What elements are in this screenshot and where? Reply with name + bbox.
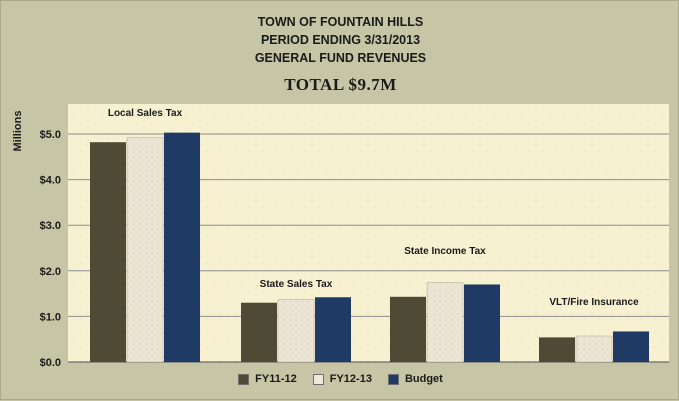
chart-subtitle-total: TOTAL $9.7M — [284, 75, 397, 94]
bar-fy12-13-2 — [426, 282, 464, 363]
y-tick-label-3: $3.0 — [40, 220, 61, 232]
bar-fy11-12-1 — [241, 302, 277, 362]
legend-label-2: Budget — [404, 373, 443, 385]
legend-item-0: FY11-12 — [238, 373, 297, 385]
legend-item-2: Budget — [387, 373, 443, 385]
category-label-1: State Sales Tax — [260, 279, 333, 290]
bar-budget-3 — [613, 331, 649, 362]
category-label-0: Local Sales Tax — [108, 108, 183, 119]
bar-fy11-12-0 — [90, 142, 126, 362]
category-label-3: VLT/Fire Insurance — [549, 297, 639, 308]
legend-item-1: FY12-13 — [312, 373, 372, 385]
chart-title-line-2: PERIOD ENDING 3/31/2013 — [260, 33, 421, 47]
legend-swatch-1 — [312, 373, 324, 385]
y-tick-label-0: $0.0 — [40, 357, 61, 369]
bar-fy12-13-3 — [575, 335, 613, 363]
legend-label-1: FY12-13 — [329, 373, 372, 385]
legend-swatch-2 — [387, 373, 399, 385]
bar-fy12-13-1 — [277, 299, 315, 363]
y-tick-label-2: $2.0 — [40, 266, 61, 278]
bar-budget-0 — [164, 132, 200, 362]
y-tick-label-5: $5.0 — [40, 129, 61, 141]
category-label-2: State Income Tax — [404, 246, 486, 257]
bar-fy11-12-3 — [539, 337, 575, 362]
legend-label-0: FY11-12 — [255, 373, 297, 385]
chart-title-line-3: GENERAL FUND REVENUES — [254, 51, 427, 65]
legend-swatch-0 — [238, 373, 250, 385]
bar-fy11-12-2 — [390, 296, 426, 362]
chart-legend: FY11-12 FY12-13 Budget — [1, 373, 679, 385]
bar-fy12-13-0 — [126, 137, 164, 363]
chart-title-line-1: TOWN OF FOUNTAIN HILLS — [257, 15, 424, 29]
bar-budget-2 — [464, 284, 500, 362]
bar-budget-1 — [315, 297, 351, 362]
y-tick-label-1: $1.0 — [40, 311, 61, 323]
y-tick-label-4: $4.0 — [40, 175, 61, 187]
